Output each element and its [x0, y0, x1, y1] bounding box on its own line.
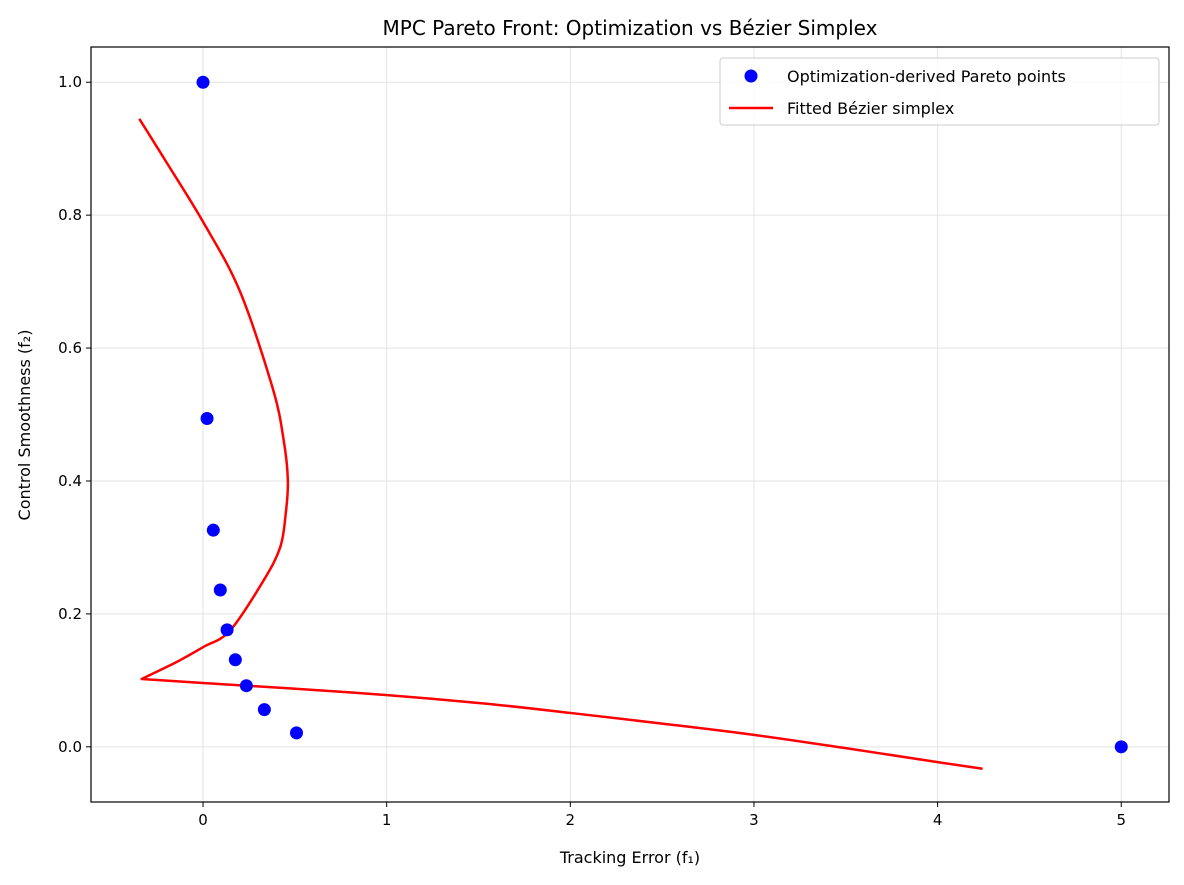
- legend-marker-scatter: [744, 69, 758, 83]
- pareto-point: [257, 703, 271, 717]
- legend: Optimization-derived Pareto points Fitte…: [719, 57, 1160, 126]
- series-layer: [138, 75, 1128, 771]
- x-tick-label: 1: [382, 811, 392, 829]
- legend-label-scatter: Optimization-derived Pareto points: [787, 67, 1066, 86]
- y-tick-label: 0.2: [58, 605, 82, 623]
- chart-title: MPC Pareto Front: Optimization vs Bézier…: [383, 16, 878, 40]
- x-tick-label: 4: [933, 811, 943, 829]
- x-tick-label: 0: [198, 811, 208, 829]
- y-tick-label: 0.0: [58, 738, 82, 756]
- grid: [91, 47, 1169, 802]
- y-axis-label: Control Smoothness (f₂): [15, 330, 34, 521]
- pareto-point: [213, 583, 227, 597]
- pareto-point: [200, 412, 214, 426]
- pareto-point: [220, 623, 234, 637]
- x-tick-label: 3: [749, 811, 759, 829]
- pareto-point: [228, 653, 242, 667]
- y-tick-label: 1.0: [58, 73, 82, 91]
- pareto-point: [289, 726, 303, 740]
- y-tick-label: 0.8: [58, 206, 82, 224]
- pareto-point: [196, 75, 210, 89]
- x-tick-label: 5: [1116, 811, 1126, 829]
- x-axis-label: Tracking Error (f₁): [559, 848, 700, 867]
- x-tick-label: 2: [566, 811, 576, 829]
- plot-frame: [90, 46, 1170, 803]
- pareto-point: [206, 523, 220, 537]
- bezier-simplex-line: [138, 118, 983, 771]
- ticks: 0 1 2 3 4 5 0.0 0.2 0.4 0.6 0.8 1.0: [58, 73, 1126, 829]
- pareto-point: [239, 679, 253, 693]
- pareto-point: [1114, 740, 1128, 754]
- legend-label-line: Fitted Bézier simplex: [787, 99, 954, 118]
- legend-box: [719, 57, 1160, 126]
- y-tick-label: 0.4: [58, 472, 82, 490]
- y-tick-label: 0.6: [58, 339, 82, 357]
